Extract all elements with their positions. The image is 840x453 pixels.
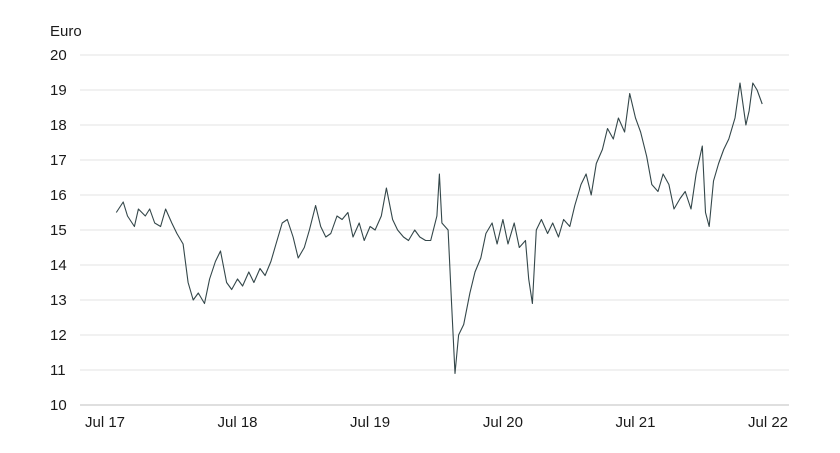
x-tick-label: Jul 20: [483, 414, 523, 431]
y-tick-label: 10: [50, 397, 67, 414]
y-tick-label: 15: [50, 222, 67, 239]
x-axis-ticks: Jul 17 Jul 18 Jul 19 Jul 20 Jul 21 Jul 22: [85, 414, 788, 431]
series-line: [115, 82, 763, 375]
x-tick-label: Jul 17: [85, 414, 125, 431]
y-tick-label: 13: [50, 292, 67, 309]
x-tick-label: Jul 22: [748, 414, 788, 431]
y-axis-ticks: 10 11 12 13 14 15 16 17 18 19 20: [50, 47, 67, 414]
y-tick-label: 17: [50, 152, 67, 169]
x-tick-label: Jul 21: [615, 414, 655, 431]
y-tick-label: 20: [50, 47, 67, 64]
y-tick-label: 19: [50, 82, 67, 99]
x-tick-label: Jul 19: [350, 414, 390, 431]
y-axis-title: Euro: [50, 23, 82, 40]
gridlines: [80, 54, 789, 406]
y-tick-label: 11: [50, 362, 66, 379]
y-tick-label: 18: [50, 117, 67, 134]
y-tick-label: 14: [50, 257, 67, 274]
x-tick-label: Jul 18: [218, 414, 258, 431]
y-tick-label: 12: [50, 327, 67, 344]
y-tick-label: 16: [50, 187, 67, 204]
